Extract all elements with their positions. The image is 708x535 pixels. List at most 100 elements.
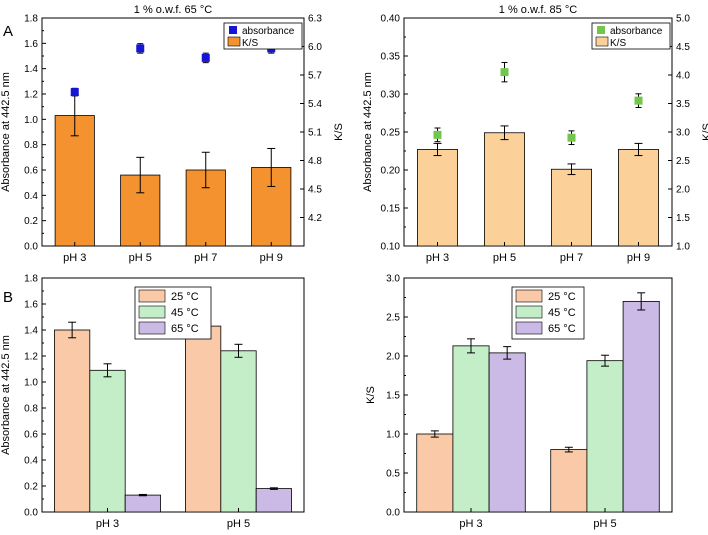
a1-absorbance-point [201,53,210,62]
a1-ytick-right-label: 4.2 [308,213,322,224]
a2-ytick-right-label: 5.0 [676,14,690,25]
a1-xtick-label: pH 7 [194,252,217,264]
b1-xtick-label: pH 3 [96,518,119,530]
a2-ks-bar [551,168,593,247]
a2-ytick-label: 0.25 [381,128,401,139]
b2-legend-swatch-series-1 [515,305,543,319]
b1-ytick-label: 1.6 [24,300,38,311]
a2-ylabel-right: K/S [701,123,708,141]
a1-legend-swatch-absorbance [229,26,237,34]
b1-legend-swatch-series-1 [138,305,166,319]
a1-title: 1 % o.w.f. 65 °C [134,4,212,16]
b1-ytick-label: 0.8 [24,404,38,415]
b1-legend-swatch-series-0 [138,289,166,303]
a1-legend-swatch-ks [227,36,241,47]
chart-b2-ks-by-temperature: 0.0 0.5 1.0 1.5 2.0 2.5 3.0 K/S pH 3 pH 5 25 °C 45 … [365,274,673,530]
a1-ytick-label: 0.8 [24,140,38,151]
b1-bar-series-2 [255,488,292,513]
a2-title: 1 % o.w.f. 85 °C [499,4,577,16]
a1-ytick-label: 1.4 [24,64,38,75]
a2-legend-swatch-ks [595,36,609,47]
b2-ytick-label: 1.5 [386,391,400,402]
a1-ytick-right-label: 6.3 [308,14,322,25]
b2-bar-series-1 [452,345,490,513]
b1-legend-swatch-series-2 [138,321,166,335]
b1-legend-label-series-0: 25 °C [171,291,199,303]
b1-ytick-label: 0.2 [24,482,38,493]
a1-ks-bar [54,115,95,247]
a2-ytick-label: 0.35 [381,52,401,63]
b2-xtick-label: pH 3 [459,518,482,530]
b2-bar-series-2 [488,352,526,513]
a2-ks-bar [483,132,525,247]
a2-ytick-right-label: 3.5 [676,99,690,110]
b1-ytick-label: 1.8 [24,274,38,285]
a2-ytick-right-label: 2.5 [676,156,690,167]
b1-legend-label-series-1: 45 °C [171,307,199,319]
a1-absorbance-point [136,44,145,53]
b2-ylabel: K/S [365,386,377,404]
a2-ylabel: Absorbance at 442.5 nm [362,72,374,192]
a1-ytick-right-label: 5.4 [308,99,322,110]
a2-absorbance-point [433,130,442,139]
a1-ytick-label: 1.0 [24,115,38,126]
a2-legend-label-ks: K/S [610,38,626,49]
b1-ytick-label: 1.4 [24,326,38,337]
b2-bar-series-0 [416,433,454,513]
b2-bar-series-2 [622,300,660,513]
a1-ytick-label: 0.4 [24,191,38,202]
a1-ytick-right-label: 6.0 [308,42,322,53]
b2-bar-series-0 [550,449,588,513]
a2-ytick-label: 0.10 [381,242,401,253]
b1-bar-series-0 [54,329,91,513]
b1-legend-label-series-2: 65 °C [171,323,199,335]
a2-absorbance-point [567,133,576,142]
a1-absorbance-point [70,88,79,97]
b1-xtick-label: pH 5 [227,518,250,530]
b2-ytick-label: 0.0 [386,508,400,519]
a2-ytick-right-label: 1.5 [676,213,690,224]
a1-ylabel-right: K/S [333,123,345,141]
chart-b1-absorbance-by-temperature: 0.0 0.2 0.4 0.6 0.8 1.0 1.2 1.4 1.6 1.8 Absorbance… [0,274,305,530]
a1-ylabel: Absorbance at 442.5 nm [0,72,12,192]
a2-ytick-label: 0.20 [381,166,401,177]
a2-ytick-label: 0.40 [381,14,401,25]
a2-ytick-right-label: 3.0 [676,128,690,139]
a1-ytick-label: 1.8 [24,14,38,25]
b1-ytick-label: 0.6 [24,430,38,441]
a2-ks-bar [618,149,660,247]
b2-ytick-label: 3.0 [386,274,400,285]
panel-label-a: A [3,23,13,40]
a1-ytick-label: 0.0 [24,242,38,253]
a2-xtick-label: pH 3 [426,252,449,264]
b1-bar-series-2 [124,494,161,513]
b2-ytick-label: 2.0 [386,352,400,363]
b1-bar-series-1 [89,369,126,513]
a1-ytick-right-label: 4.8 [308,156,322,167]
b2-legend-label-series-1: 45 °C [548,307,576,319]
a2-legend-label-absorbance: absorbance [610,26,663,37]
a1-xtick-label: pH 9 [260,252,283,264]
b2-bar-series-1 [586,360,624,513]
a2-ytick-right-label: 2.0 [676,185,690,196]
a2-absorbance-point [500,68,509,77]
a2-ks-bar [416,149,458,247]
a1-xtick-label: pH 5 [129,252,152,264]
a1-legend-label-ks: K/S [242,38,258,49]
a2-absorbance-point [634,96,643,105]
b2-ytick-label: 1.0 [386,430,400,441]
b2-legend-swatch-series-2 [515,321,543,335]
b2-legend-label-series-0: 25 °C [548,291,576,303]
a1-ytick-label: 1.6 [24,39,38,50]
b1-ylabel: Absorbance at 442.5 nm [0,335,12,455]
b2-ytick-label: 2.5 [386,313,400,324]
b1-ytick-label: 0.4 [24,456,38,467]
chart-a1-absorbance-ks-65c: 0.0 0.2 0.4 0.6 0.8 1.0 1.2 1.4 1.6 1.8 4.2 4.5 4.8 5… [0,4,345,264]
panel-label-b: B [3,289,13,306]
a1-ytick-right-label: 5.1 [308,128,322,139]
a2-ytick-right-label: 4.0 [676,71,690,82]
a2-legend-swatch-absorbance [597,26,605,34]
a2-ytick-right-label: 4.5 [676,42,690,53]
chart-a2-absorbance-ks-85c: 0.10 0.15 0.20 0.25 0.30 0.35 0.40 1.0 1.5 2.0 2.5… [362,4,708,264]
